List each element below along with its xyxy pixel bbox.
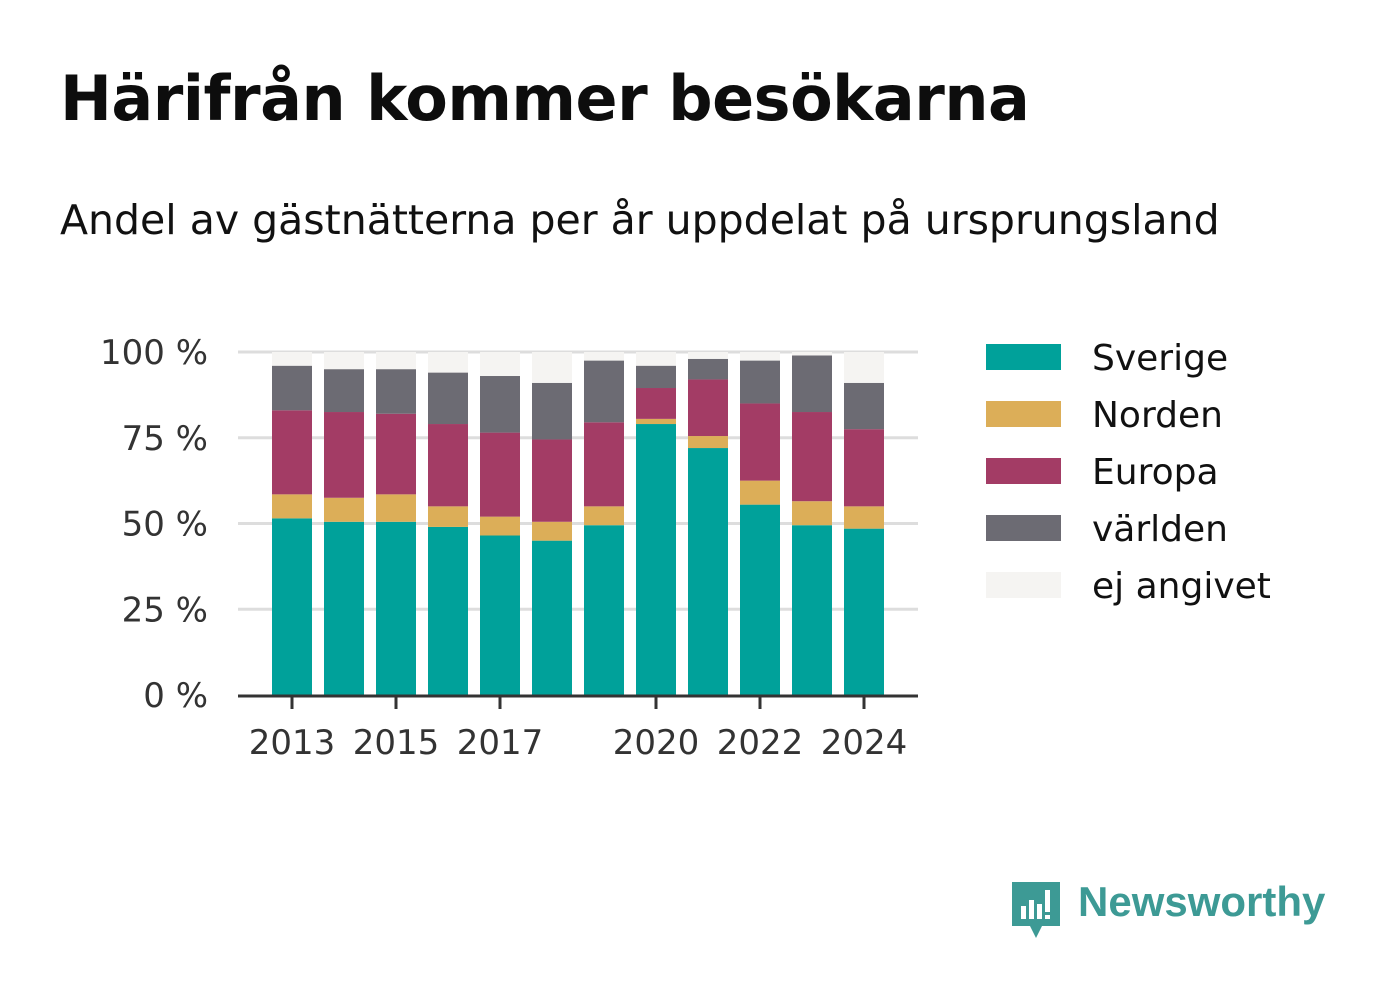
bar-segment-världen-2013 [272,365,312,411]
y-tick-label: 25 % [122,590,208,630]
bar-segment-Europa-2017 [480,432,520,517]
bar-segment-världen-2016 [428,372,468,425]
bar-segment-världen-2019 [584,360,624,423]
bar-segment-Norden-2023 [792,501,832,526]
legend-swatch [986,401,1061,427]
bar-segment-världen-2024 [844,382,884,430]
bar-segment-Sverige-2014 [324,521,364,695]
bar-segment-Sverige-2019 [584,525,624,695]
bar-segment-Norden-2014 [324,497,364,522]
bar-segment-Norden-2019 [584,506,624,526]
bar-segment-Europa-2015 [376,413,416,495]
x-tick-label: 2020 [613,723,700,763]
bar-segment-Sverige-2017 [480,535,520,695]
bar-segment-ej-angivet-2013 [272,352,312,366]
bar-segment-ej-angivet-2015 [376,352,416,370]
legend-label: Europa [1092,452,1219,493]
bar-segment-Sverige-2024 [844,528,884,695]
bar-segment-ej-angivet-2014 [324,352,364,370]
bar-segment-Norden-2020 [636,418,676,425]
bar-segment-Europa-2024 [844,429,884,507]
chart-subtitle: Andel av gästnätterna per år uppdelat på… [60,196,1220,244]
y-tick-label: 0 % [143,676,208,716]
brand-name: Newsworthy [1078,878,1326,925]
x-tick-label: 2015 [353,723,440,763]
chart-title: Härifrån kommer besökarna [60,62,1030,135]
bar-segment-Sverige-2022 [740,504,780,695]
bar-segment-världen-2020 [636,365,676,389]
x-tick-label: 2013 [249,723,336,763]
bar-segment-ej-angivet-2024 [844,352,884,383]
bar-segment-Europa-2019 [584,422,624,507]
bar-segment-Sverige-2013 [272,518,312,695]
bar-segment-Sverige-2015 [376,521,416,695]
legend-swatch [986,515,1061,541]
bar-segment-Norden-2013 [272,494,312,519]
bar-segment-Norden-2017 [480,516,520,536]
bar-segment-Norden-2021 [688,436,728,449]
bar-segment-Sverige-2018 [532,540,572,695]
bar-segment-världen-2015 [376,369,416,414]
bar-segment-Europa-2020 [636,388,676,419]
newsworthy-logo: Newsworthy [1010,878,1330,942]
bar-segment-Norden-2015 [376,494,416,522]
bar-segment-Norden-2024 [844,506,884,529]
legend-label: världen [1092,509,1228,550]
bar-segment-världen-2022 [740,360,780,404]
bar-segment-Europa-2016 [428,424,468,507]
axes: 0 % 25 % 50 % 75 % 100 % 2013 2015 2017 2020 2022… [100,333,918,763]
newsworthy-logo-icon [1012,882,1060,938]
bar-segment-Europa-2021 [688,379,728,437]
bar-segment-Europa-2018 [532,439,572,522]
bar-segment-Norden-2022 [740,480,780,505]
bar-segment-Sverige-2021 [688,448,728,695]
bar-segment-världen-2014 [324,369,364,413]
bar-segment-ej-angivet-2018 [532,352,572,383]
x-tick-label: 2017 [457,723,544,763]
bar-segment-ej-angivet-2017 [480,352,520,377]
bar-segment-världen-2023 [792,355,832,413]
bar-segment-ej-angivet-2022 [740,352,780,361]
bar-segment-ej-angivet-2021 [688,352,728,359]
bars [272,352,884,695]
bar-segment-Sverige-2016 [428,526,468,695]
bar-segment-ej-angivet-2020 [636,352,676,366]
bar-segment-Europa-2023 [792,412,832,502]
legend: Sverige Norden Europa världen ej angivet [986,338,1271,607]
legend-swatch [986,344,1061,370]
bar-segment-Europa-2014 [324,412,364,498]
y-tick-label: 100 % [100,333,208,373]
legend-label: ej angivet [1092,566,1271,607]
bar-segment-Sverige-2023 [792,525,832,695]
legend-label: Norden [1092,395,1223,436]
bar-segment-Norden-2018 [532,521,572,541]
bar-segment-världen-2021 [688,358,728,380]
bar-segment-världen-2017 [480,376,520,433]
x-tick-label: 2022 [717,723,804,763]
bar-segment-ej-angivet-2023 [792,352,832,356]
bar-segment-Europa-2013 [272,410,312,495]
bar-segment-Europa-2022 [740,403,780,481]
y-tick-label: 75 % [122,419,208,459]
legend-swatch [986,572,1061,598]
bar-segment-ej-angivet-2019 [584,352,624,361]
y-tick-label: 50 % [122,505,208,545]
bar-segment-ej-angivet-2016 [428,352,468,373]
bar-segment-Sverige-2020 [636,424,676,695]
bar-segment-världen-2018 [532,382,572,440]
x-tick-label: 2024 [821,723,908,763]
bar-segment-Norden-2016 [428,506,468,527]
legend-label: Sverige [1092,338,1228,379]
legend-swatch [986,458,1061,484]
